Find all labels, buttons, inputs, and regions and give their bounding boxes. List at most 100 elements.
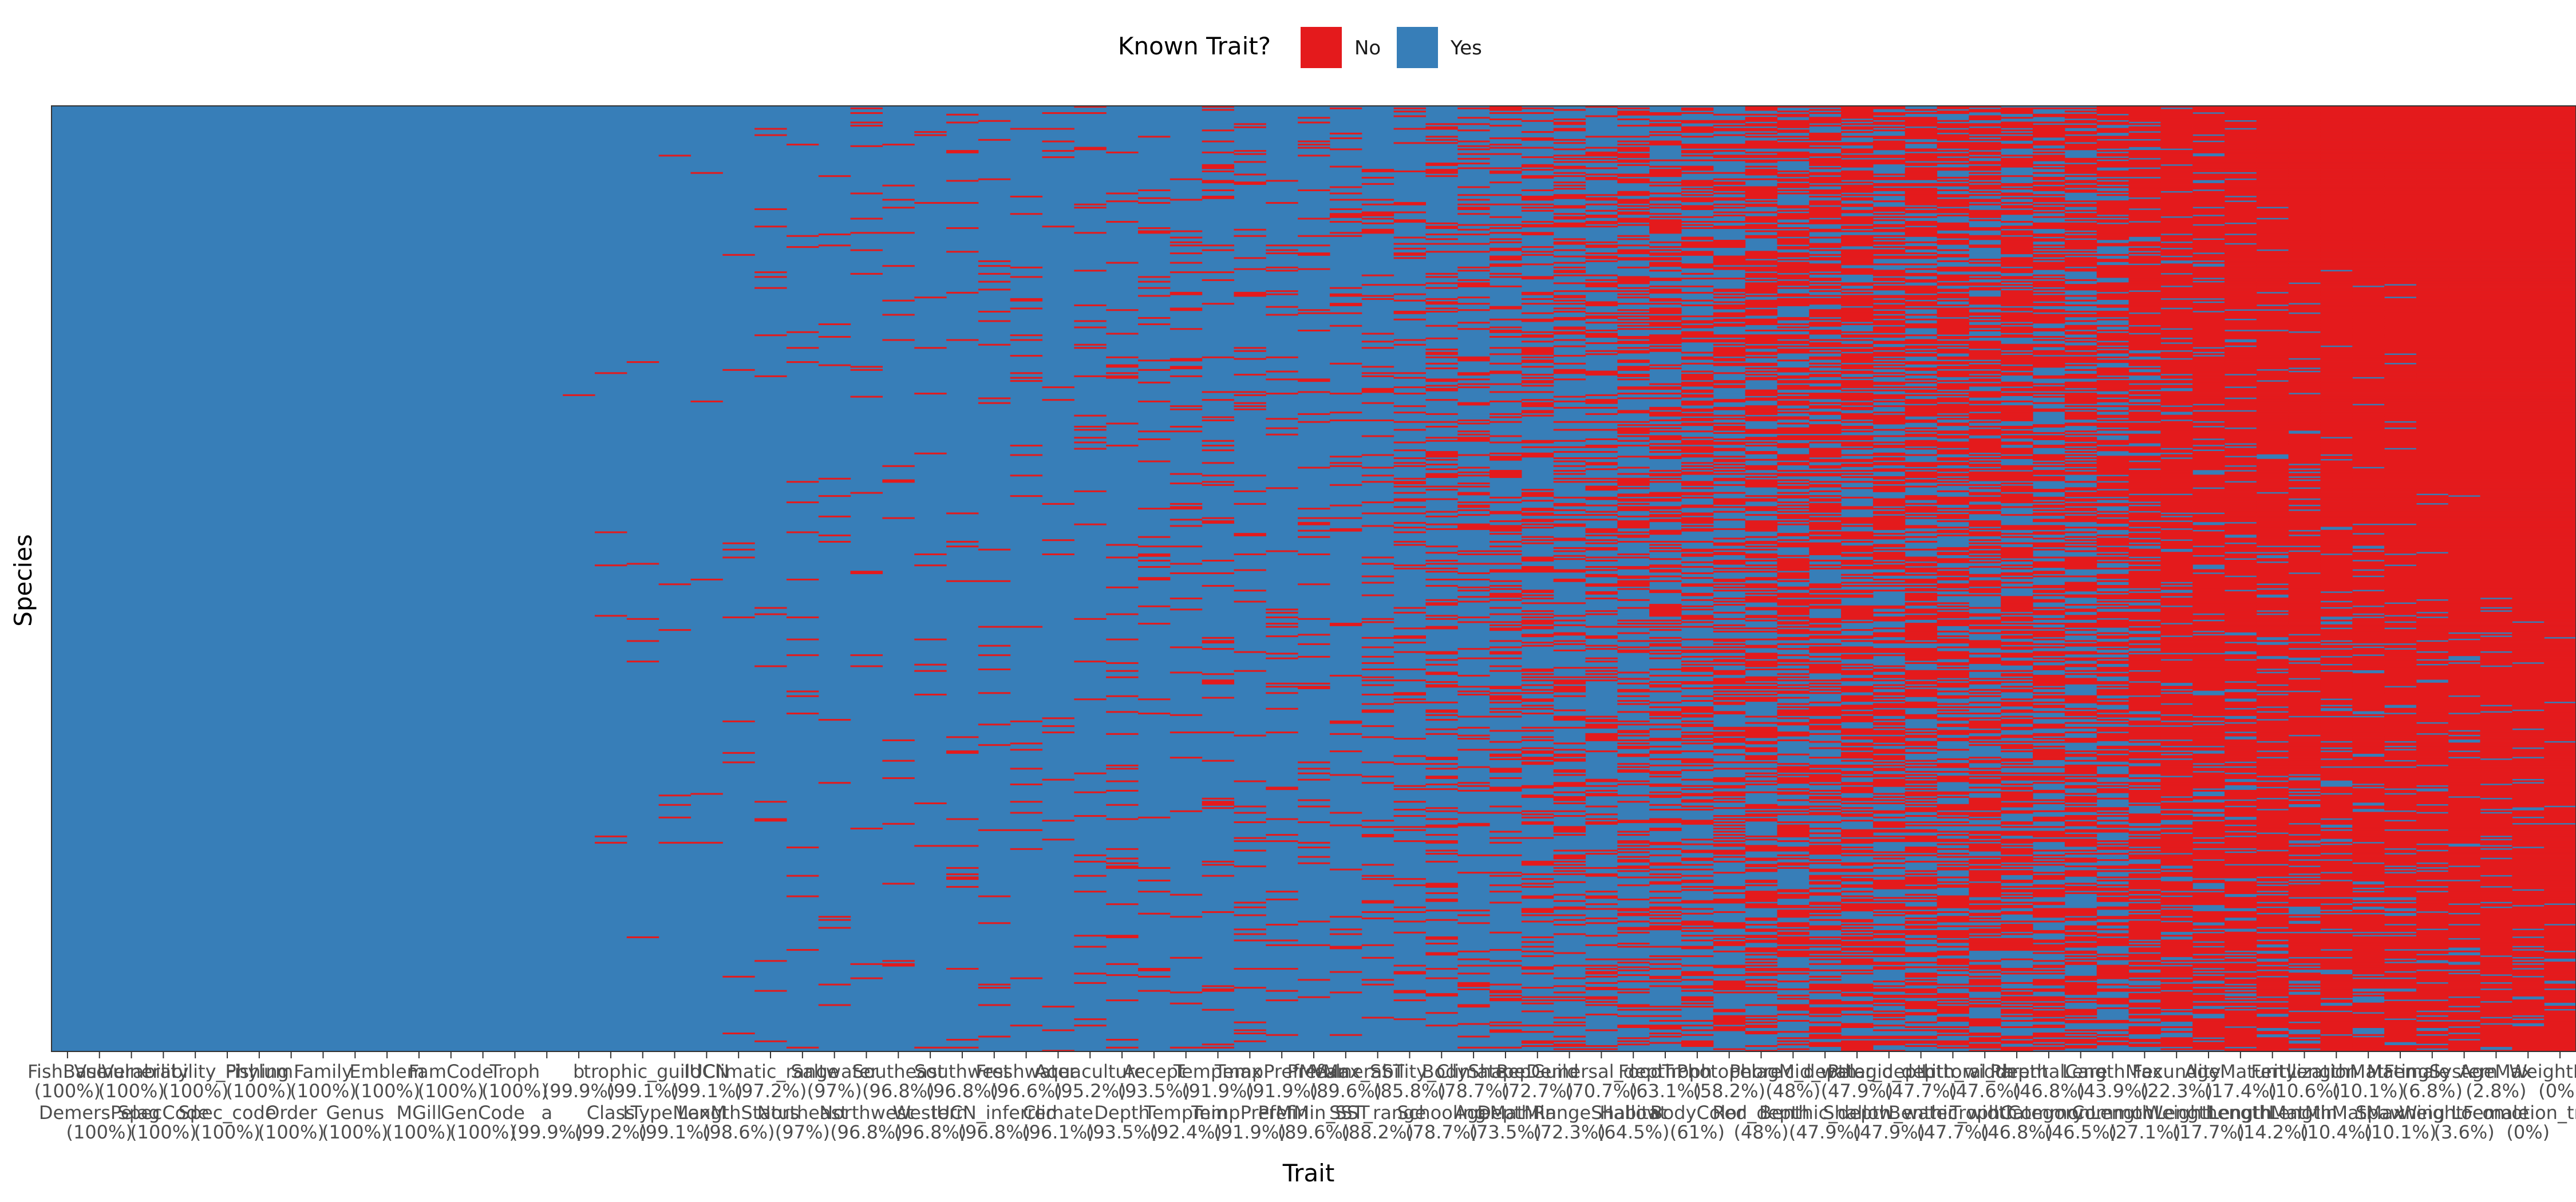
heatmap-cell-missing	[1841, 425, 1874, 428]
heatmap-cell-missing	[1745, 950, 1778, 952]
heatmap-cell-missing	[1393, 254, 1426, 256]
heatmap-cell-missing	[1841, 952, 1874, 954]
heatmap-cell-missing	[1490, 983, 1522, 986]
heatmap-cell-missing	[1777, 129, 1809, 132]
heatmap-cell-missing	[1393, 310, 1426, 313]
heatmap-cell-missing	[1777, 205, 1809, 207]
heatmap-cell-missing	[1457, 958, 1490, 960]
heatmap-cell-missing	[1809, 1010, 1842, 1013]
heatmap-cell-missing	[1553, 985, 1586, 987]
heatmap-cell-missing	[1585, 635, 1618, 638]
heatmap-cell-missing	[1841, 230, 1874, 232]
heatmap-cell-missing	[1713, 828, 1746, 830]
heatmap-cell-missing	[1585, 531, 1618, 533]
heatmap-cell-missing	[1937, 719, 1969, 721]
heatmap-cell-missing	[1681, 799, 1714, 801]
heatmap-cell-missing	[1393, 635, 1426, 638]
heatmap-cell-missing	[1393, 318, 1426, 321]
heatmap-cell-missing	[850, 828, 883, 830]
heatmap-cell-missing	[1809, 928, 1842, 931]
heatmap-cell-missing	[1681, 935, 1714, 937]
heatmap-cell-missing	[1490, 854, 1522, 856]
heatmap-cell-missing	[1872, 616, 1906, 619]
heatmap-cell-missing	[1681, 483, 1714, 485]
heatmap-cell-missing	[1617, 747, 1650, 749]
heatmap-cell-missing	[1617, 943, 1650, 945]
heatmap-cell-missing	[1042, 226, 1074, 228]
heatmap-cell-missing	[1010, 977, 1043, 979]
heatmap-cell-missing	[1809, 362, 1842, 365]
heatmap-cell-missing	[1872, 605, 1906, 607]
heatmap-cell-missing	[1809, 125, 1842, 127]
heatmap-cell-missing	[1425, 307, 1458, 310]
heatmap-cell-missing	[1681, 857, 1714, 860]
heatmap-cell-missing	[1905, 318, 1938, 321]
heatmap-cell-missing	[1617, 251, 1650, 253]
heatmap-cell-missing	[1361, 668, 1394, 670]
heatmap-cell-missing	[1872, 241, 1906, 243]
heatmap-cell-missing	[1872, 900, 1906, 902]
heatmap-cell-missing	[1106, 309, 1139, 311]
heatmap-cell-missing	[1937, 375, 1969, 377]
heatmap-cell-missing	[1777, 385, 1809, 387]
heatmap-column	[978, 120, 1011, 1038]
heatmap-cell-missing	[1617, 626, 1650, 628]
heatmap-cell-missing	[1745, 230, 1778, 232]
heatmap-cell-missing	[1937, 1009, 1969, 1011]
heatmap-cell-missing	[1457, 402, 1490, 404]
heatmap-cell-missing	[1937, 383, 1969, 385]
heatmap-cell-missing	[1777, 280, 1809, 283]
heatmap-cell-missing	[1713, 207, 1746, 209]
heatmap-cell-missing	[1745, 962, 1778, 964]
heatmap-cell-missing	[1137, 553, 1171, 555]
heatmap-cell-missing	[1553, 270, 1586, 272]
heatmap-cell-missing	[1617, 649, 1650, 651]
heatmap-cell-missing	[1809, 257, 1842, 259]
heatmap-cell-missing	[1170, 608, 1203, 611]
heatmap-column	[1137, 136, 1171, 992]
heatmap-cell-missing	[1841, 711, 1874, 713]
heatmap-cell-missing	[1457, 621, 1490, 623]
heatmap-cell-missing	[1585, 670, 1618, 672]
heatmap-cell-missing	[978, 402, 1011, 404]
heatmap-cell-missing	[1809, 268, 1842, 270]
heatmap-cell-missing	[1809, 936, 1842, 939]
heatmap-cell-missing	[1713, 441, 1746, 444]
heatmap-cell-missing	[1872, 106, 1906, 108]
heatmap-cell-missing	[1681, 128, 1714, 130]
heatmap-cell-missing	[1329, 504, 1362, 507]
heatmap-cell-missing	[1745, 159, 1778, 161]
heatmap-cell-missing	[1457, 988, 1490, 990]
heatmap-cell-missing	[1617, 481, 1650, 483]
heatmap-cell-missing	[1425, 853, 1458, 855]
heatmap-cell-missing	[1872, 607, 1906, 609]
heatmap-cell-missing	[1872, 1050, 1906, 1052]
heatmap-cell-missing	[1809, 618, 1842, 620]
heatmap-cell-missing	[1841, 372, 1874, 374]
heatmap-cell-missing	[1777, 954, 1809, 956]
heatmap-cell-missing	[1681, 320, 1714, 322]
heatmap-cell-missing	[1745, 142, 1778, 144]
heatmap-cell-missing	[1649, 684, 1682, 686]
heatmap-cell-missing	[1681, 946, 1714, 948]
heatmap-cell-missing	[1521, 519, 1554, 521]
heatmap-cell-missing	[1777, 679, 1809, 682]
heatmap-cell-missing	[754, 334, 787, 337]
heatmap-cell-missing	[1585, 988, 1618, 990]
heatmap-cell-missing	[1905, 350, 1938, 352]
heatmap-cell-missing	[1553, 109, 1586, 111]
heatmap-cell-missing	[1872, 857, 1906, 860]
heatmap-cell-missing	[1617, 276, 1650, 278]
heatmap-cell-missing	[1872, 112, 1906, 114]
heatmap-cell-missing	[1777, 227, 1809, 230]
heatmap-cell-missing	[1809, 605, 1842, 607]
heatmap-cell-missing	[1777, 370, 1809, 373]
heatmap-cell-missing	[1202, 642, 1235, 644]
heatmap-cell-missing	[1777, 596, 1809, 598]
heatmap-cell-missing	[1585, 406, 1618, 409]
heatmap-cell-missing	[1745, 389, 1778, 392]
heatmap-cell-missing	[1841, 884, 1874, 887]
heatmap-cell-missing	[1777, 661, 1809, 663]
heatmap-cell-missing	[1298, 121, 1330, 124]
